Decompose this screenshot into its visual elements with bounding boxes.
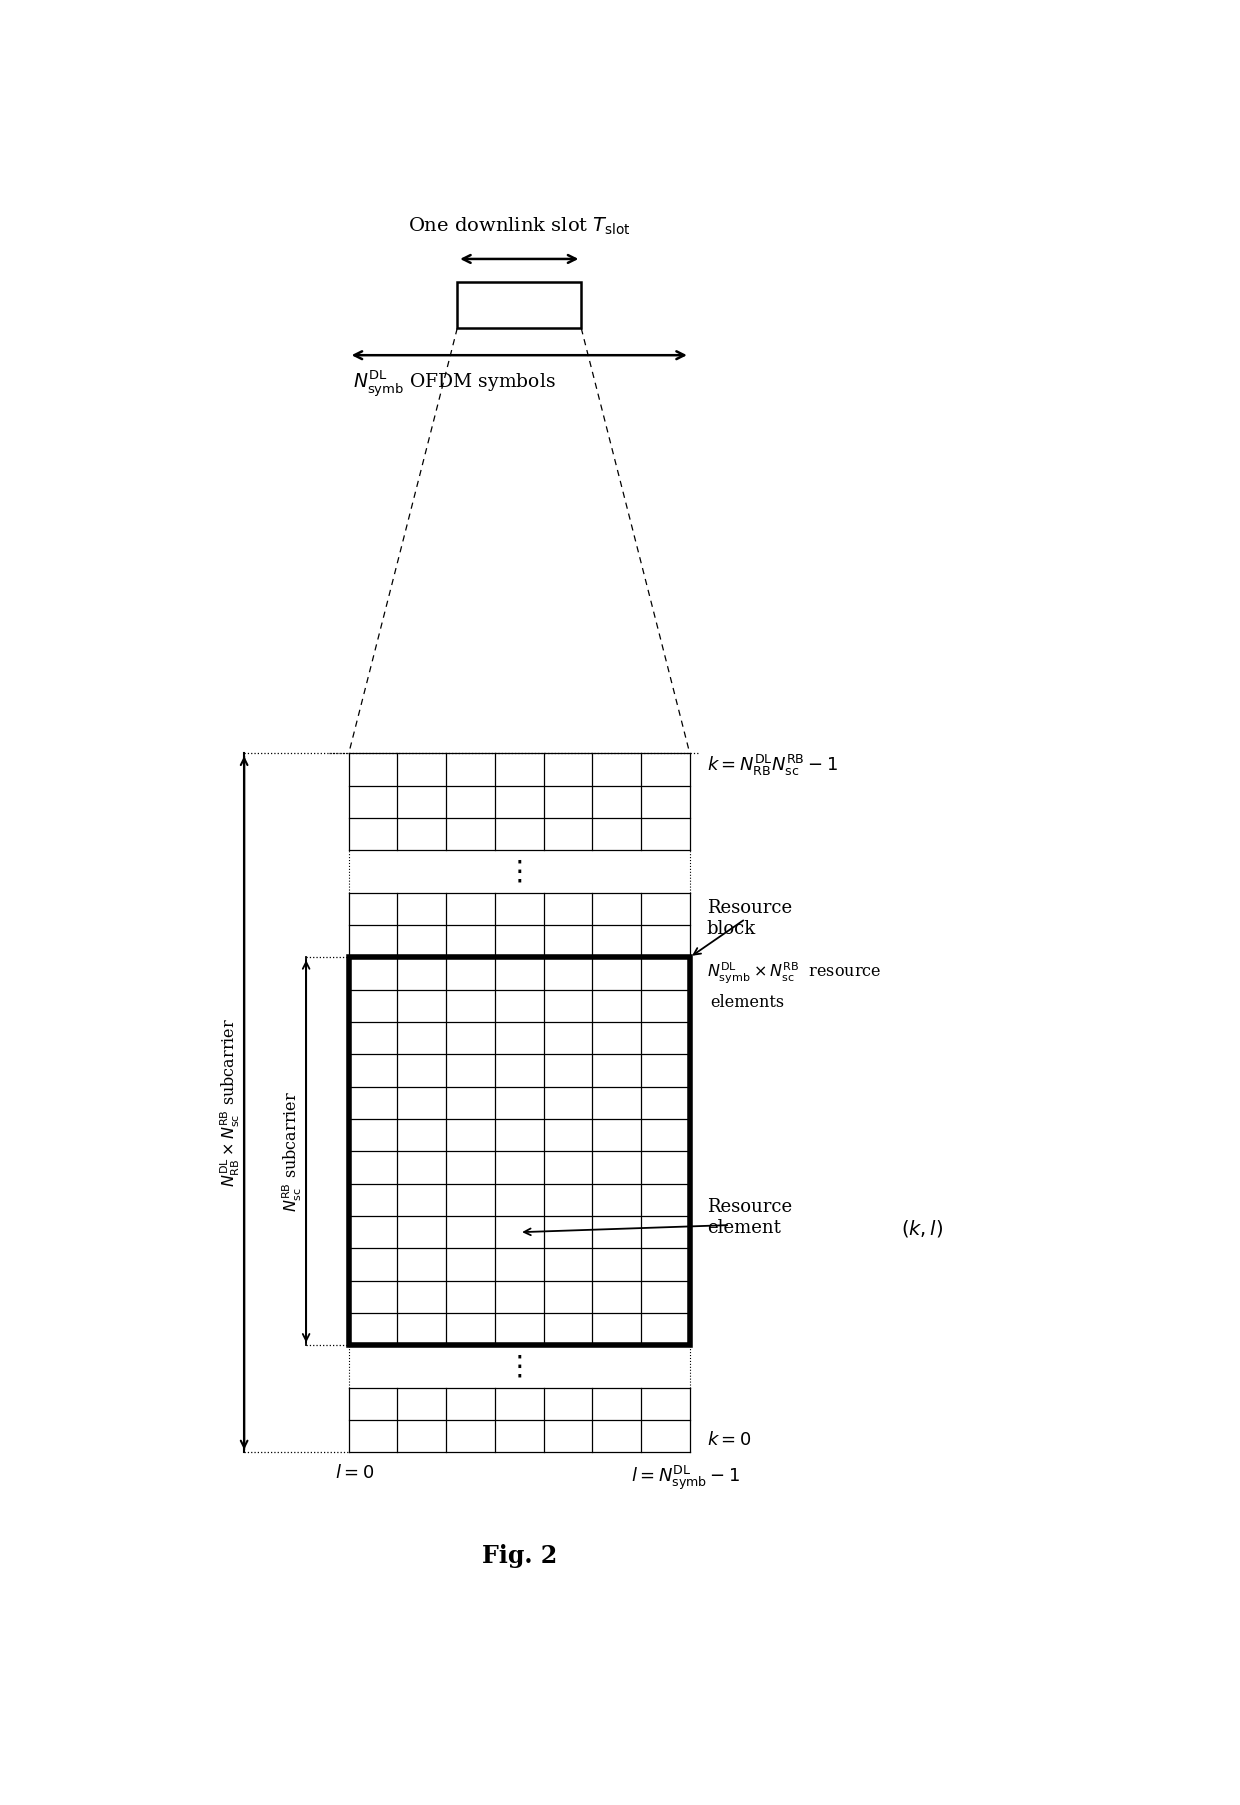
Text: Fig. 2: Fig. 2 — [481, 1545, 557, 1569]
Text: $l = N_{\mathrm{symb}}^{\mathrm{DL}}-1$: $l = N_{\mathrm{symb}}^{\mathrm{DL}}-1$ — [631, 1464, 740, 1493]
Text: One downlink slot $T_{\mathrm{slot}}$: One downlink slot $T_{\mathrm{slot}}$ — [408, 217, 631, 238]
Text: ⋮: ⋮ — [506, 1352, 533, 1381]
Text: ⋮: ⋮ — [506, 857, 533, 886]
Text: Resource
element: Resource element — [707, 1199, 792, 1236]
Bar — [458, 282, 582, 329]
Text: $(k, l)$: $(k, l)$ — [901, 1218, 944, 1240]
Text: Resource
block: Resource block — [707, 899, 792, 939]
Text: $N_{\mathrm{RB}}^{\mathrm{DL}} \times N_{\mathrm{sc}}^{\mathrm{RB}}$ subcarrier: $N_{\mathrm{RB}}^{\mathrm{DL}} \times N_… — [218, 1018, 242, 1188]
Text: $l = 0$: $l = 0$ — [335, 1464, 374, 1482]
Text: $k = 0$: $k = 0$ — [707, 1431, 751, 1449]
Text: $N_{\mathrm{sc}}^{\mathrm{RB}}$ subcarrier: $N_{\mathrm{sc}}^{\mathrm{RB}}$ subcarri… — [280, 1090, 304, 1211]
Text: $N_{\mathrm{symb}}^{\mathrm{DL}}$ OFDM symbols: $N_{\mathrm{symb}}^{\mathrm{DL}}$ OFDM s… — [352, 368, 556, 399]
Text: $N_{\mathrm{symb}}^{\mathrm{DL}} \times N_{\mathrm{sc}}^{\mathrm{RB}}$  resource: $N_{\mathrm{symb}}^{\mathrm{DL}} \times … — [707, 962, 882, 986]
Text: $k = N_{\mathrm{RB}}^{\mathrm{DL}}N_{\mathrm{sc}}^{\mathrm{RB}}-1$: $k = N_{\mathrm{RB}}^{\mathrm{DL}}N_{\ma… — [707, 753, 838, 778]
Bar — [348, 957, 689, 1345]
Text: elements: elements — [711, 993, 785, 1011]
